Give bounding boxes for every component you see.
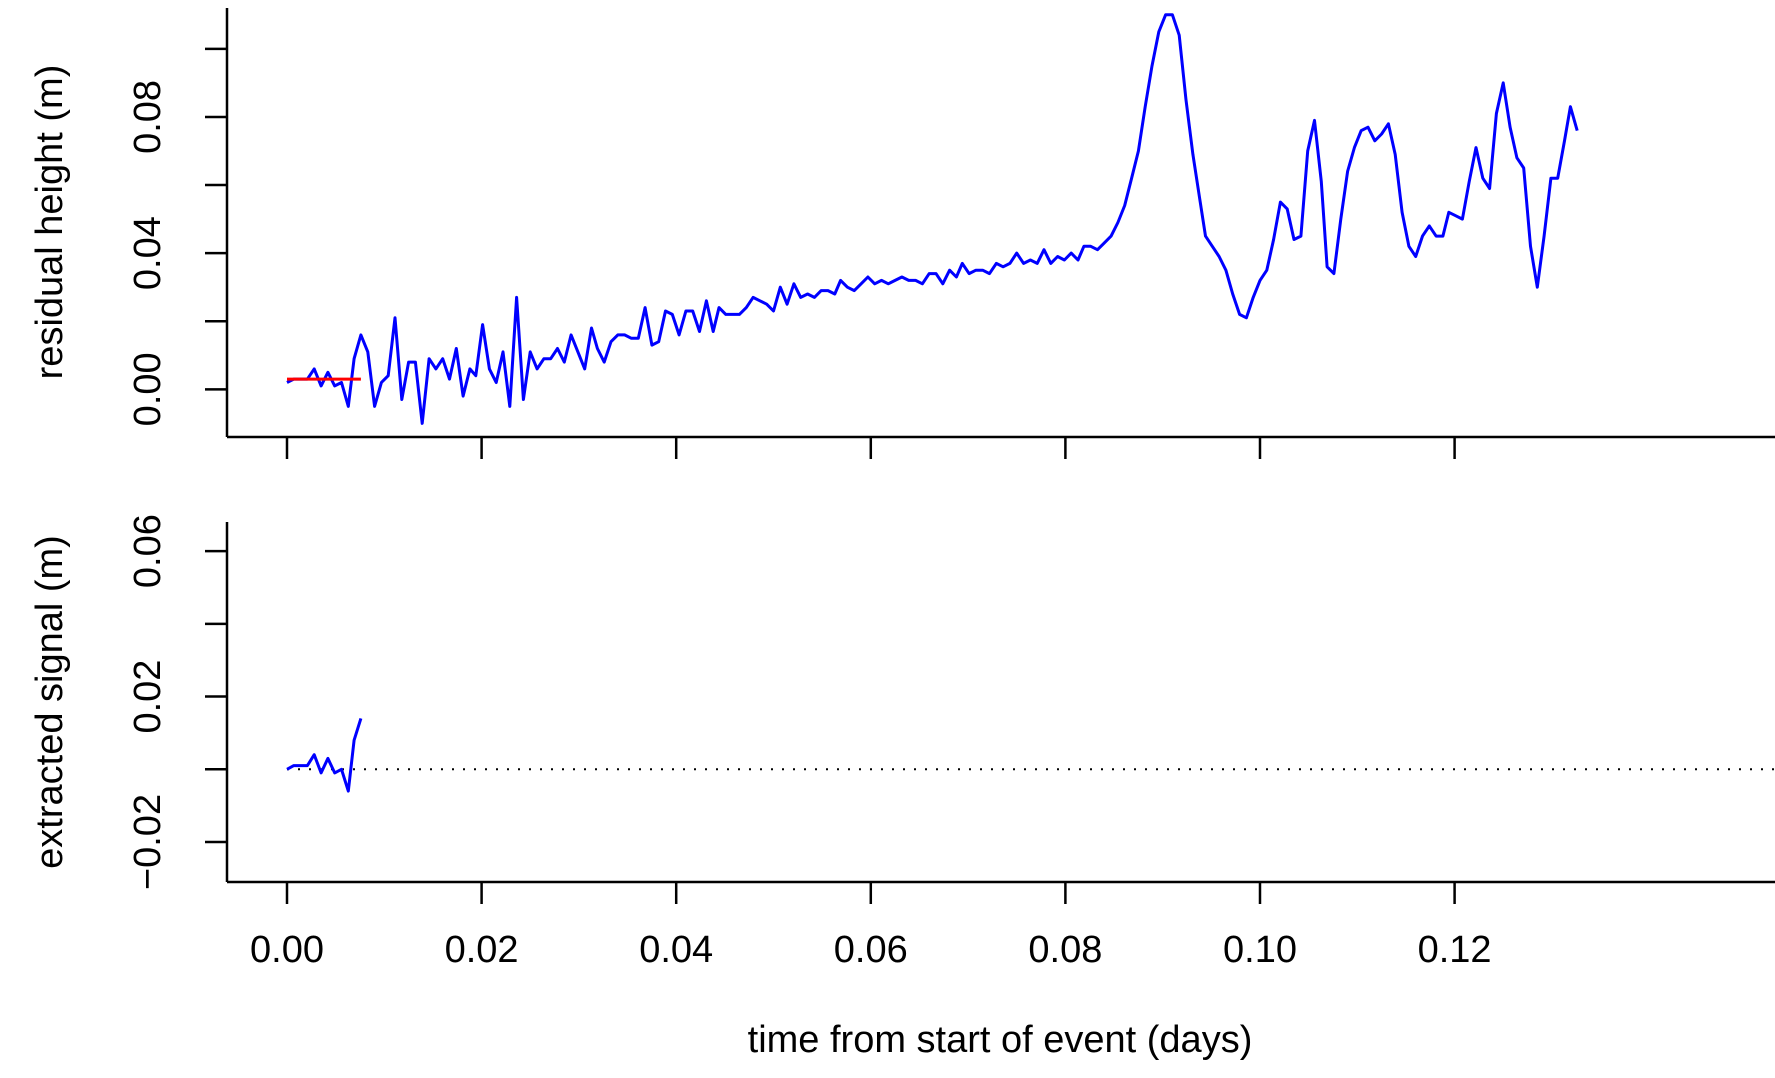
y-tick-label: 0.08	[127, 80, 169, 154]
y-tick-label: 0.02	[127, 660, 169, 734]
x-axis-title: time from start of event (days)	[748, 1019, 1253, 1061]
top-series-line-0	[286, 13, 1579, 425]
top-y-ticks: 0.00 0.04 0.08	[127, 47, 227, 426]
x-tick-label: 0.06	[834, 929, 908, 971]
x-tick-label: 0.04	[639, 929, 713, 971]
y-tick-label: 0.00	[127, 352, 169, 426]
top-series-group	[286, 13, 1579, 425]
bottom-y-ticks: −0.02 0.02 0.06	[127, 514, 227, 890]
bottom-series-line-0	[286, 717, 363, 793]
bottom-y-axis-title: extracted signal (m)	[29, 535, 71, 869]
bottom-x-ticks: 0.00 0.02 0.04 0.06 0.08 0.10 0.12	[250, 882, 1492, 971]
bottom-panel: 0.00 0.02 0.04 0.06 0.08 0.10 0.12 −0.020.020.…	[29, 514, 1775, 1061]
x-tick-label: 0.08	[1028, 929, 1102, 971]
top-x-ticks	[285, 437, 1456, 459]
y-tick-label: −0.02	[127, 794, 169, 890]
y-tick-label: 0.04	[127, 216, 169, 290]
x-tick-label: 0.00	[250, 929, 324, 971]
x-tick-label: 0.10	[1223, 929, 1297, 971]
x-tick-label: 0.02	[445, 929, 519, 971]
bottom-series-group	[286, 717, 363, 793]
top-y-axis-title: residual height (m)	[29, 65, 71, 380]
y-tick-label: 0.06	[127, 514, 169, 588]
top-panel: 0.00 0.04 0.08 residual height (m)	[29, 8, 1775, 459]
x-tick-label: 0.12	[1418, 929, 1492, 971]
